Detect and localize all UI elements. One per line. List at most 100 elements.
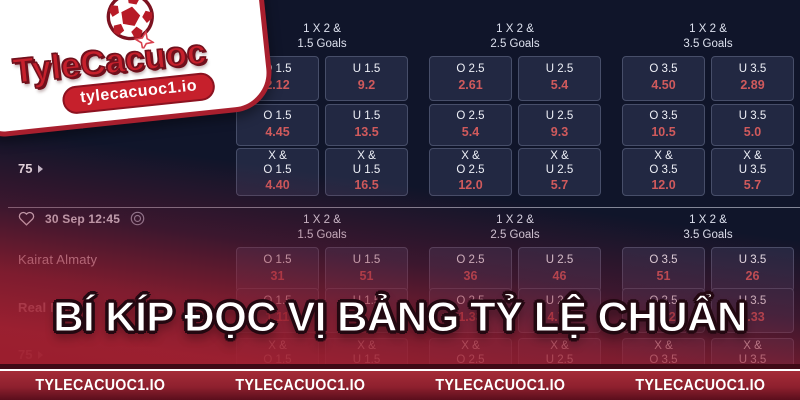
- odds-label-draw: X &: [461, 339, 480, 352]
- odds-value: 46: [552, 269, 567, 284]
- odds-label: O 1.5: [263, 254, 292, 267]
- odds-value: 10.5: [651, 124, 676, 139]
- odds-value: 5.4: [461, 124, 480, 139]
- odds-value: 31: [270, 269, 285, 284]
- odds-label-draw: X &: [743, 339, 762, 352]
- market-header: 1 X 2 & 1.5 Goals: [236, 213, 408, 243]
- odds-cell-o25[interactable]: O 2.5 5.4: [429, 104, 512, 146]
- odds-cell-u35[interactable]: U 3.5 26: [711, 247, 794, 292]
- odds-cell-u15[interactable]: U 1.5 51: [325, 247, 408, 292]
- odds-value: 36: [463, 269, 478, 284]
- market-header-line1: 1 X 2 &: [689, 214, 727, 226]
- more-markets-link-2[interactable]: 75: [18, 347, 44, 362]
- market-header: 1 X 2 & 2.5 Goals: [429, 213, 601, 243]
- odds-label: O 2.5: [456, 254, 485, 267]
- odds-cell-o35[interactable]: O 3.5 10.5: [622, 104, 705, 146]
- odds-cell-x-u15[interactable]: X & U 1.5 16.5: [325, 148, 408, 196]
- odds-label: O 2.5: [456, 63, 485, 76]
- odds-group: O 1.5 31 U 1.5 51: [236, 247, 408, 292]
- odds-label: U 3.5: [738, 254, 767, 267]
- market-headers-section1: 1 X 2 & 1.5 Goals 1 X 2 & 2.5 Goals 1 X …: [236, 22, 794, 52]
- odds-value: 9.2: [357, 78, 376, 93]
- market-header-line2: 3.5 Goals: [683, 228, 733, 241]
- odds-row: O 1.5 4.45 U 1.5 13.5 O 2.5 5.4 U 2.5 9.3 O 3.5 1…: [236, 104, 794, 146]
- odds-label: U 1.5: [352, 163, 381, 176]
- odds-label-draw: X &: [357, 149, 376, 162]
- odds-label-draw: X &: [461, 149, 480, 162]
- odds-label: O 3.5: [649, 163, 678, 176]
- odds-cell-u35[interactable]: U 3.5 5.0: [711, 104, 794, 146]
- footer-domain-text: TYLECACUOC1.IO: [235, 376, 365, 395]
- heart-outline-icon[interactable]: [18, 211, 35, 226]
- odds-cell-o35[interactable]: O 3.5 4.50: [622, 56, 705, 101]
- chevron-right-icon: [38, 164, 44, 173]
- odds-group: O 2.5 36 U 2.5 46: [429, 247, 601, 292]
- footer-domain-band: TYLECACUOC1.IO TYLECACUOC1.IO TYLECACUOC…: [0, 369, 800, 400]
- odds-cell-o15[interactable]: O 1.5 31: [236, 247, 319, 292]
- odds-value: 5.4: [550, 78, 569, 93]
- odds-cell-u25[interactable]: U 2.5 9.3: [518, 104, 601, 146]
- odds-label: U 1.5: [352, 254, 381, 267]
- market-header-line1: 1 X 2 &: [496, 214, 534, 226]
- odds-label-draw: X &: [268, 149, 287, 162]
- market-header-line2: 1.5 Goals: [297, 228, 347, 241]
- odds-label: U 2.5: [545, 109, 574, 122]
- odds-label: U 3.5: [738, 163, 767, 176]
- market-header-line1: 1 X 2 &: [303, 214, 341, 226]
- more-markets-count: 75: [18, 347, 33, 362]
- odds-cell-u15[interactable]: U 1.5 13.5: [325, 104, 408, 146]
- odds-label: O 2.5: [456, 163, 485, 176]
- odds-cell-u25[interactable]: U 2.5 5.4: [518, 56, 601, 101]
- odds-label: U 3.5: [738, 63, 767, 76]
- odds-value: 4.45: [265, 124, 290, 139]
- odds-row: O 1.5 2.12 U 1.5 9.2 O 2.5 2.61 U 2.5 5.4 O 3.5 4…: [236, 56, 794, 101]
- odds-cell-x-u35[interactable]: X & U 3.5 5.7: [711, 148, 794, 196]
- odds-label-draw: X &: [268, 339, 287, 352]
- odds-cell-x-o15[interactable]: X & O 1.5 4.40: [236, 148, 319, 196]
- odds-cell-o15[interactable]: O 1.5 4.45: [236, 104, 319, 146]
- market-header-line2: 3.5 Goals: [683, 37, 733, 50]
- odds-cell-u15[interactable]: U 1.5 9.2: [325, 56, 408, 101]
- odds-label: U 1.5: [352, 109, 381, 122]
- market-header: 1 X 2 & 2.5 Goals: [429, 22, 601, 52]
- market-header-line1: 1 X 2 &: [689, 23, 727, 35]
- odds-cell-u25[interactable]: U 2.5 46: [518, 247, 601, 292]
- odds-cell-x-u25[interactable]: X & U 2.5 5.7: [518, 148, 601, 196]
- odds-cell-o25[interactable]: O 2.5 2.61: [429, 56, 512, 101]
- market-headers-section2: 1 X 2 & 1.5 Goals 1 X 2 & 2.5 Goals 1 X …: [236, 213, 794, 243]
- odds-group: O 3.5 51 U 3.5 26: [622, 247, 794, 292]
- odds-group: X & O 1.5 4.40 X & U 1.5 16.5: [236, 148, 408, 196]
- market-header: 1 X 2 & 3.5 Goals: [622, 22, 794, 52]
- more-markets-link-1[interactable]: 75: [18, 161, 44, 176]
- odds-label: O 2.5: [456, 109, 485, 122]
- match-meta-row: 30 Sep 12:45: [18, 211, 145, 226]
- odds-label: O 3.5: [649, 254, 678, 267]
- odds-cell-x-o35[interactable]: X & O 3.5 12.0: [622, 148, 705, 196]
- odds-group: O 3.5 4.50 U 3.5 2.89: [622, 56, 794, 101]
- odds-value: 5.7: [743, 178, 762, 193]
- odds-value: 51: [359, 269, 374, 284]
- market-header: 1 X 2 & 3.5 Goals: [622, 213, 794, 243]
- odds-value: 5.7: [550, 178, 569, 193]
- odds-label: U 2.5: [545, 63, 574, 76]
- odds-cell-o35[interactable]: O 3.5 51: [622, 247, 705, 292]
- odds-label-draw: X &: [654, 339, 673, 352]
- chevron-right-icon: [38, 350, 44, 359]
- odds-value: 2.89: [740, 78, 765, 93]
- odds-label-draw: X &: [357, 339, 376, 352]
- odds-cell-x-o25[interactable]: X & O 2.5 12.0: [429, 148, 512, 196]
- odds-value: 2.61: [458, 78, 483, 93]
- footer-bar: TYLECACUOC1.IO TYLECACUOC1.IO TYLECACUOC…: [0, 364, 800, 400]
- odds-label: O 3.5: [649, 63, 678, 76]
- promo-banner-headline: BÍ KÍP ĐỌC VỊ BẢNG TỶ LỆ CHUẨN: [53, 293, 748, 341]
- live-tracker-target-icon[interactable]: [130, 211, 145, 226]
- odds-row: X & O 1.5 4.40 X & U 1.5 16.5 X & O 2.5 12.0 X & U…: [236, 148, 794, 196]
- odds-cell-o25[interactable]: O 2.5 36: [429, 247, 512, 292]
- odds-value: 12.0: [651, 178, 676, 193]
- odds-label-draw: X &: [550, 149, 569, 162]
- odds-value: 5.0: [743, 124, 762, 139]
- odds-cell-u35[interactable]: U 3.5 2.89: [711, 56, 794, 101]
- odds-label: O 3.5: [649, 109, 678, 122]
- market-header-line1: 1 X 2 &: [496, 23, 534, 35]
